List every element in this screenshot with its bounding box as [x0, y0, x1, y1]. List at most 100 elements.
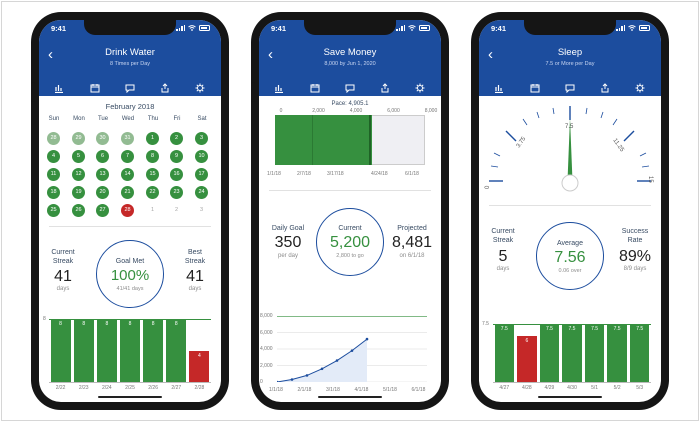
calendar-day[interactable]: 3: [199, 207, 204, 213]
calendar-day[interactable]: 9: [170, 150, 183, 163]
calendar-day[interactable]: 27: [96, 204, 109, 217]
bar[interactable]: 4: [189, 350, 210, 382]
progress-date-label: 2/7/18: [297, 171, 311, 177]
message-icon[interactable]: [345, 80, 355, 94]
calendar-icon[interactable]: [90, 80, 100, 93]
average-label: Average: [557, 240, 583, 247]
y-axis-max: 8: [43, 316, 46, 322]
x-tick-label: 5/1: [591, 385, 599, 391]
calendar-day[interactable]: 2: [174, 207, 179, 213]
calendar-day[interactable]: 21: [121, 186, 134, 199]
bar[interactable]: 7.5: [494, 324, 515, 382]
bar[interactable]: 7.5: [607, 324, 627, 382]
tab-bar: [479, 76, 661, 96]
chart-icon[interactable]: [494, 80, 504, 94]
calendar-day[interactable]: 13: [96, 168, 109, 181]
x-tick-label: 1/1/18: [269, 387, 283, 393]
x-tick-label: 2/26: [148, 385, 158, 391]
calendar-day[interactable]: 20: [96, 186, 109, 199]
projected-label: Projected: [397, 225, 427, 232]
bar[interactable]: 8: [96, 319, 117, 382]
calendar-day[interactable]: 17: [195, 168, 208, 181]
tab-bar: [259, 76, 441, 96]
bar[interactable]: 8: [143, 319, 164, 382]
calendar-day[interactable]: 2: [170, 132, 183, 145]
goal-sub: 41/41 days: [116, 286, 144, 292]
y-tick-label: 2,000: [260, 362, 273, 369]
gear-icon[interactable]: [415, 80, 425, 93]
calendar-day[interactable]: 15: [146, 168, 159, 181]
back-button[interactable]: ‹: [48, 46, 53, 63]
calendar-icon[interactable]: [530, 80, 540, 93]
calendar-day[interactable]: 10: [195, 150, 208, 163]
bar[interactable]: 8: [73, 319, 94, 382]
wifi-icon: [628, 25, 636, 31]
progress-date-label: 4/24/18: [371, 171, 388, 177]
calendar-day[interactable]: 28: [47, 132, 60, 145]
page-title: Save Money: [323, 47, 377, 58]
calendar-day[interactable]: 12: [72, 168, 85, 181]
calendar-day[interactable]: 23: [170, 186, 183, 199]
calendar-day[interactable]: 3: [195, 132, 208, 145]
data-point: [350, 349, 354, 352]
message-icon[interactable]: [565, 80, 575, 94]
calendar-day[interactable]: 30: [96, 132, 109, 145]
calendar-day[interactable]: 16: [170, 168, 183, 181]
calendar-day[interactable]: 11: [47, 168, 60, 181]
share-icon[interactable]: [160, 80, 170, 93]
calendar-icon[interactable]: [310, 80, 320, 93]
share-icon[interactable]: [380, 80, 390, 93]
back-button[interactable]: ‹: [268, 46, 273, 63]
notch: [524, 20, 616, 35]
gear-icon[interactable]: [635, 80, 645, 93]
calendar-day[interactable]: 25: [47, 204, 60, 217]
status-time: 9:41: [491, 24, 507, 33]
calendar-day[interactable]: 8: [146, 150, 159, 163]
bar[interactable]: 7.5: [629, 324, 650, 382]
message-icon[interactable]: [125, 80, 135, 94]
current-streak-label: Current Streak: [51, 249, 75, 265]
daily-goal-unit: per day: [277, 253, 298, 259]
chart-icon[interactable]: [274, 80, 284, 94]
calendar-day[interactable]: 19: [72, 186, 85, 199]
bar[interactable]: 7.5: [539, 324, 560, 382]
projected-sub: on 6/1/18: [399, 253, 425, 259]
calendar-day[interactable]: 5: [72, 150, 85, 163]
calendar-day[interactable]: 29: [72, 132, 85, 145]
signal-icon: [396, 25, 405, 31]
average-sub: 0.06 over: [558, 268, 582, 274]
calendar-day[interactable]: 14: [121, 168, 134, 181]
page-title: Drink Water: [105, 47, 155, 58]
bar[interactable]: 8: [50, 319, 71, 382]
calendar-day[interactable]: 22: [146, 186, 159, 199]
calendar-day[interactable]: 4: [47, 150, 60, 163]
chart-icon[interactable]: [54, 80, 64, 94]
best-streak-label: Best Streak: [184, 249, 206, 265]
calendar-day[interactable]: 28: [121, 204, 134, 217]
success-rate-value: 89%: [618, 248, 652, 265]
status-time: 9:41: [271, 24, 287, 33]
header: 9:41 ‹ Sleep 7.5 or More per Day: [479, 20, 661, 96]
gear-icon[interactable]: [195, 80, 205, 93]
calendar-day[interactable]: 1: [146, 132, 159, 145]
divider: [489, 205, 651, 206]
share-icon[interactable]: [600, 80, 610, 93]
calendar-day[interactable]: 31: [121, 132, 134, 145]
x-tick-label: 5/1/18: [383, 387, 397, 393]
x-tick-label: 5/3: [636, 385, 644, 391]
gauge-minor-ticks: [490, 107, 650, 168]
bar[interactable]: 6: [517, 335, 537, 382]
goal-label: Goal Met: [115, 258, 145, 265]
bar[interactable]: 8: [166, 319, 187, 382]
back-button[interactable]: ‹: [488, 46, 493, 63]
calendar-day[interactable]: 7: [121, 150, 134, 163]
battery-icon: [199, 25, 210, 31]
calendar-day[interactable]: 26: [72, 204, 85, 217]
bar[interactable]: 8: [119, 319, 141, 382]
bar[interactable]: 7.5: [562, 324, 582, 382]
calendar-day[interactable]: 18: [47, 186, 60, 199]
calendar-day[interactable]: 6: [96, 150, 109, 163]
calendar-day[interactable]: 24: [195, 186, 208, 199]
bar[interactable]: 7.5: [584, 324, 605, 382]
calendar-day[interactable]: 1: [150, 207, 155, 213]
